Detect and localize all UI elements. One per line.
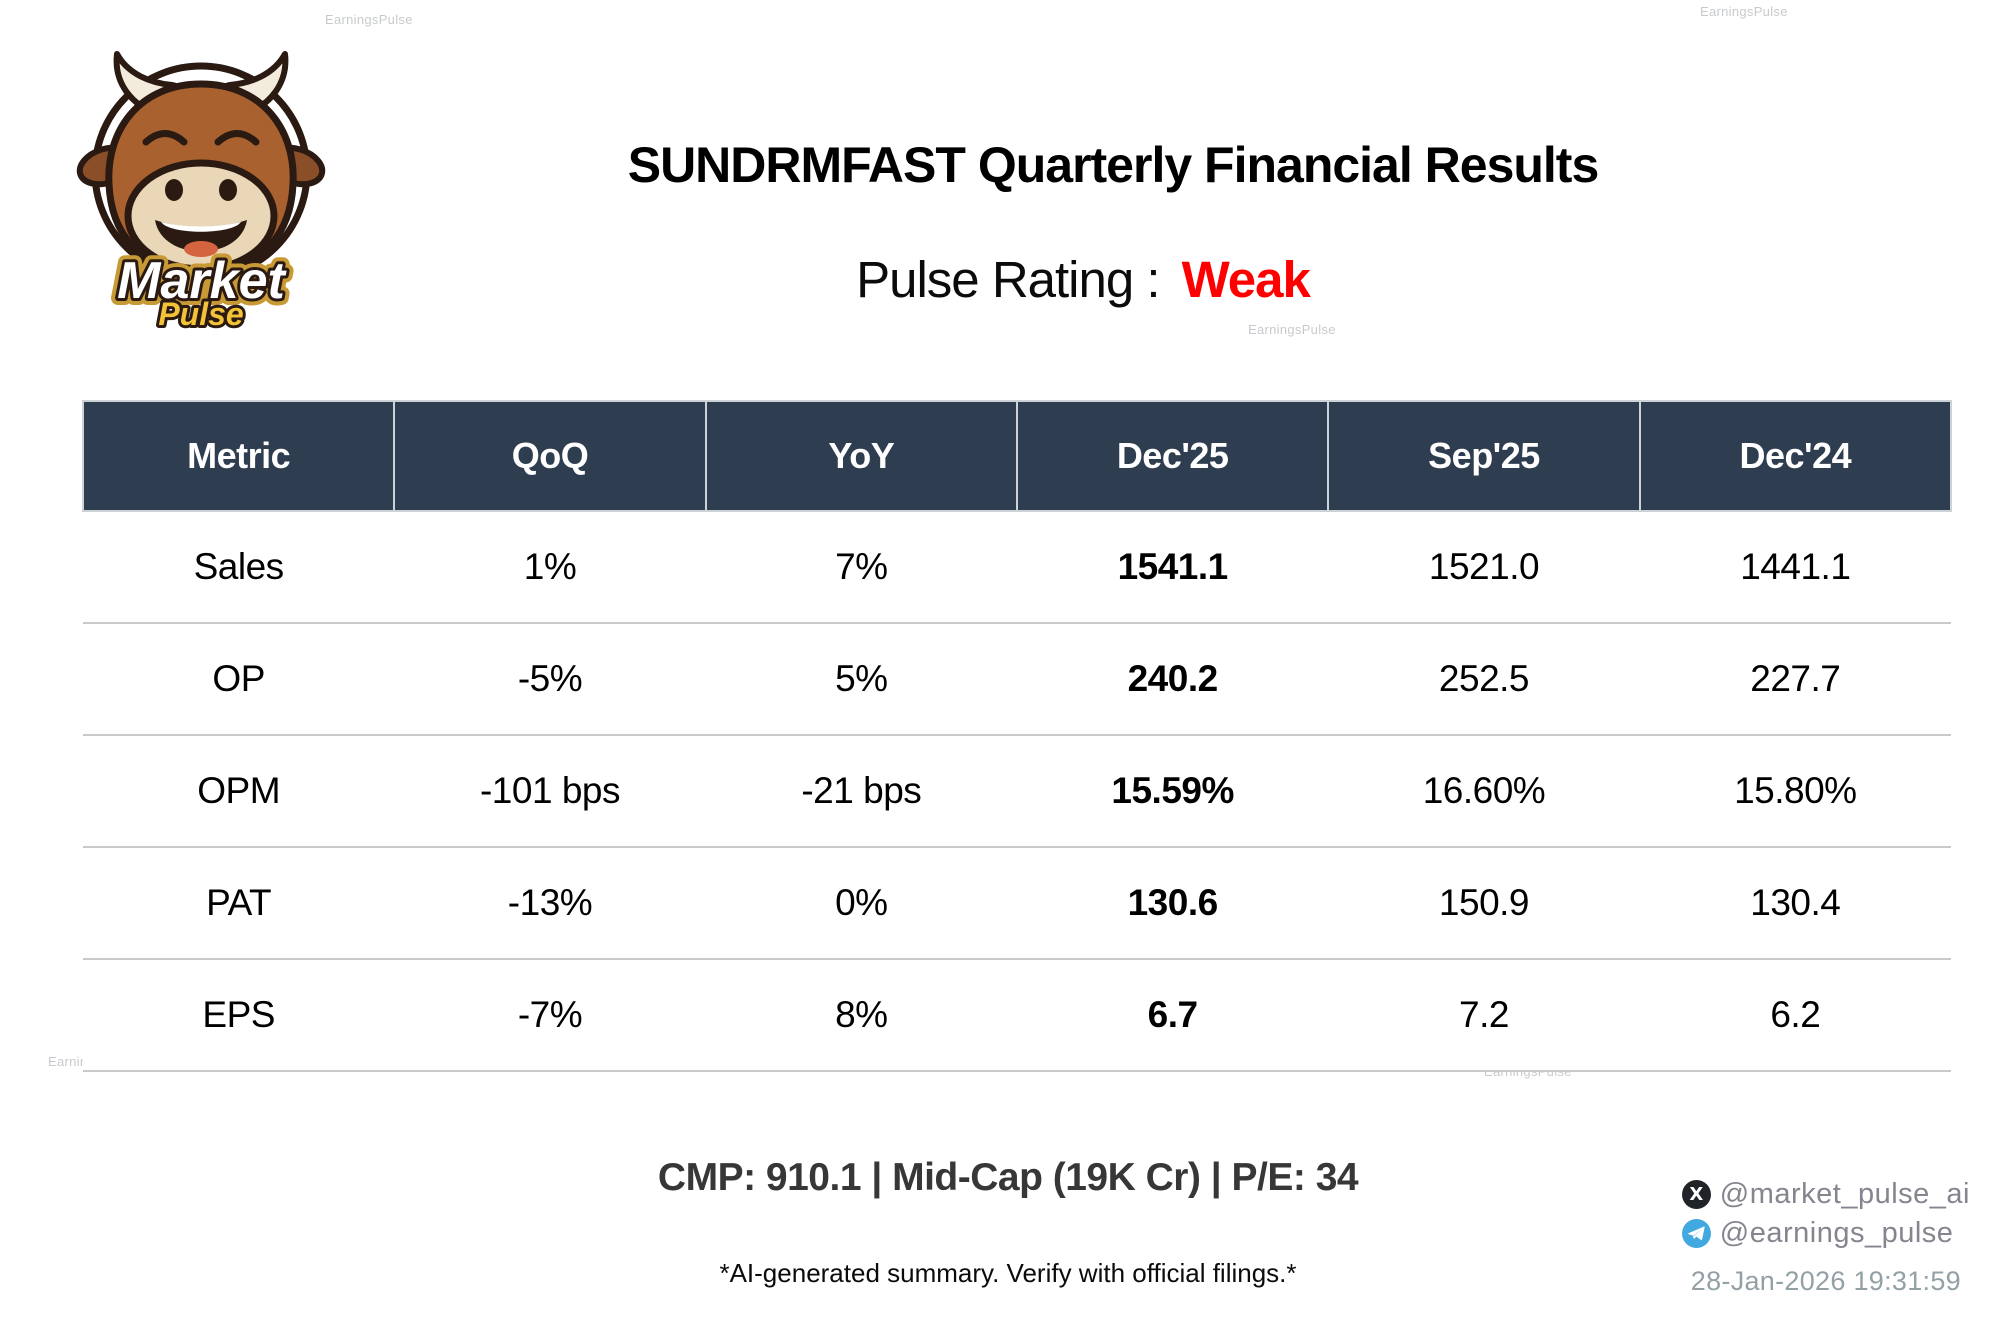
telegram-plane-icon [1681, 1219, 1711, 1248]
qoq-cell: -5% [394, 623, 706, 736]
x-handle: @market_pulse_ai [1719, 1178, 1970, 1210]
table-row: PAT -13% 0% 130.6 150.9 130.4 [83, 847, 1951, 960]
yoy-cell: 7% [705, 511, 1017, 624]
col-header-qoq: QoQ [393, 400, 707, 512]
value-cell-dec24: 1441.1 [1639, 511, 1951, 624]
bull-mascot-icon: Market Market Pulse [76, 51, 326, 335]
telegram-handle: @earnings_pulse [1719, 1217, 1954, 1249]
logo-text-pulse: Pulse [158, 296, 243, 330]
table-row: EPS -7% 8% 6.7 7.2 6.2 [83, 959, 1951, 1072]
value-cell-dec24: 6.2 [1639, 959, 1951, 1072]
value-cell-dec24: 15.80% [1639, 735, 1951, 848]
value-cell-dec24: 130.4 [1639, 847, 1951, 960]
social-row-telegram: @earnings_pulse [1681, 1217, 1970, 1250]
social-block: X @market_pulse_ai @earnings_pulse 28-Ja… [1681, 1178, 1970, 1297]
svg-text:Market: Market [117, 252, 287, 310]
metric-cell: EPS [83, 959, 395, 1072]
metric-cell: OPM [83, 735, 395, 848]
watermark: EarningsPulse [1700, 4, 1788, 19]
metric-cell: OP [83, 623, 395, 736]
yoy-cell: 0% [705, 847, 1017, 960]
value-cell-sep25: 7.2 [1328, 959, 1640, 1072]
col-header-dec25: Dec'25 [1015, 400, 1330, 512]
value-cell-dec25: 130.6 [1016, 847, 1329, 960]
qoq-cell: -7% [394, 959, 706, 1072]
value-cell-dec25: 6.7 [1016, 959, 1329, 1072]
value-cell-sep25: 1521.0 [1328, 511, 1640, 624]
ai-disclaimer: *AI-generated summary. Verify with offic… [719, 1258, 1297, 1288]
value-cell-dec25: 15.59% [1016, 735, 1329, 848]
yoy-cell: -21 bps [705, 735, 1017, 848]
col-header-yoy: YoY [704, 400, 1018, 512]
pulse-rating-value: Weak [1181, 251, 1311, 308]
pulse-rating: Pulse Rating : Weak [0, 250, 2016, 309]
social-row-x: X @market_pulse_ai [1681, 1178, 1970, 1211]
value-cell-sep25: 16.60% [1328, 735, 1640, 848]
col-header-metric: Metric [81, 400, 396, 512]
table-row: OP -5% 5% 240.2 252.5 227.7 [83, 623, 1951, 736]
table-row: Sales 1% 7% 1541.1 1521.0 1441.1 [83, 511, 1951, 624]
col-header-sep25: Sep'25 [1327, 400, 1641, 512]
yoy-cell: 5% [705, 623, 1017, 736]
yoy-cell: 8% [705, 959, 1017, 1072]
watermark: EarningsPulse [325, 12, 413, 27]
market-pulse-logo: Market Market Pulse [70, 44, 332, 335]
table-header-row: Metric QoQ YoY Dec'25 Sep'25 Dec'24 [81, 400, 1953, 512]
cmp-summary-line: CMP: 910.1 | Mid-Cap (19K Cr) | P/E: 34 [657, 1156, 1359, 1199]
value-cell-dec25: 240.2 [1016, 623, 1329, 736]
page-title: SUNDRMFAST Quarterly Financial Results [627, 137, 1600, 193]
pulse-rating-label: Pulse Rating : [856, 251, 1161, 308]
col-header-dec24: Dec'24 [1638, 400, 1953, 512]
logo-text-market: Market [117, 252, 287, 310]
watermark: EarningsPulse [1248, 322, 1336, 337]
value-cell-dec25: 1541.1 [1016, 511, 1329, 624]
metric-cell: PAT [83, 847, 395, 960]
value-cell-dec24: 227.7 [1639, 623, 1951, 736]
financial-results-table: Metric QoQ YoY Dec'25 Sep'25 Dec'24 Sale… [81, 400, 1953, 1072]
qoq-cell: -101 bps [394, 735, 706, 848]
metric-cell: Sales [83, 511, 395, 624]
value-cell-sep25: 252.5 [1328, 623, 1640, 736]
x-logo-icon: X [1681, 1180, 1711, 1209]
generated-timestamp: 28-Jan-2026 19:31:59 [1690, 1266, 1961, 1296]
qoq-cell: -13% [394, 847, 706, 960]
table-row: OPM -101 bps -21 bps 15.59% 16.60% 15.80… [83, 735, 1951, 848]
value-cell-sep25: 150.9 [1328, 847, 1640, 960]
qoq-cell: 1% [394, 511, 706, 624]
